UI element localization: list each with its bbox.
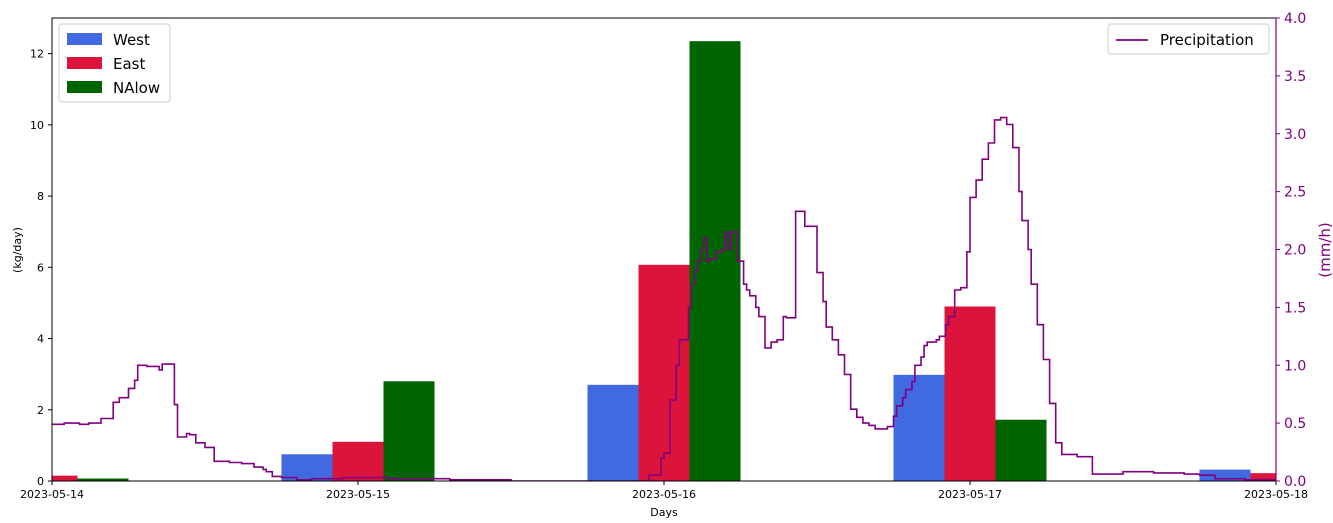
y-tick-label: 0 xyxy=(37,475,44,488)
legend-precipitation-label: Precipitation xyxy=(1160,31,1254,49)
y-tick-label: 4 xyxy=(37,333,44,346)
legend-nalow-label: NAlow xyxy=(113,79,160,97)
bar-east-2023-05-18 xyxy=(1250,473,1276,481)
y2-tick-label: 0.0 xyxy=(1284,474,1306,490)
x-axis-label: Days xyxy=(650,506,678,519)
y-tick-label: 10 xyxy=(30,119,44,132)
legend-bars: West East NAlow xyxy=(58,23,171,103)
bar-nalow-2023-05-15 xyxy=(383,381,435,481)
y2-tick-label: 2.5 xyxy=(1284,185,1306,201)
x-axis: 2023-05-14 2023-05-15 2023-05-16 2023-05-17… xyxy=(20,481,1308,501)
x-tick-label: 2023-05-15 xyxy=(326,488,390,501)
y-tick-label: 8 xyxy=(37,190,44,203)
bar-east-2023-05-17 xyxy=(944,306,996,481)
legend-line-frame xyxy=(1107,23,1270,55)
legend-nalow-swatch xyxy=(67,81,102,93)
y-axis-label: (kg/day) xyxy=(11,227,24,273)
x-tick-label: 2023-05-18 xyxy=(1244,488,1308,501)
y2-tick-label: 1.0 xyxy=(1284,358,1306,374)
precipitation-line xyxy=(52,116,1276,481)
y2-tick-label: 0.5 xyxy=(1284,416,1306,432)
bar-west-2023-05-18 xyxy=(1199,469,1251,481)
legend-east-label: East xyxy=(113,55,145,73)
x-tick-label: 2023-05-17 xyxy=(938,488,1002,501)
y2-tick-label: 3.5 xyxy=(1284,69,1306,85)
bar-nalow-2023-05-17 xyxy=(995,419,1047,481)
precipitation-line-layer xyxy=(52,116,1276,481)
x-tick-label: 2023-05-16 xyxy=(632,488,696,501)
x-tick-label: 2023-05-14 xyxy=(20,488,84,501)
y2-tick-label: 2.0 xyxy=(1284,243,1306,259)
y2-tick-label: 1.5 xyxy=(1284,300,1306,316)
y-tick-label: 12 xyxy=(30,48,44,61)
bar-east-2023-05-14 xyxy=(52,475,78,481)
bar-west-2023-05-15 xyxy=(281,454,333,481)
y2-tick-label: 3.0 xyxy=(1284,127,1306,143)
y2-tick-label: 4.0 xyxy=(1284,11,1306,27)
bar-nalow-2023-05-14 xyxy=(77,478,129,481)
bar-west-2023-05-17 xyxy=(893,374,945,481)
bar-west-2023-05-16 xyxy=(587,384,639,481)
y2-axis-label: (mm/h) xyxy=(1316,222,1333,278)
bars-layer xyxy=(52,41,1276,481)
legend-west-label: West xyxy=(113,31,150,49)
legend-line: Precipitation xyxy=(1107,23,1270,55)
y-tick-label: 6 xyxy=(37,261,44,274)
y-tick-label: 2 xyxy=(37,404,44,417)
y-axis-left: 0 2 4 6 8 10 12 xyxy=(30,48,52,488)
bar-east-2023-05-16 xyxy=(638,264,690,481)
bar-east-2023-05-15 xyxy=(332,441,384,481)
legend-east-swatch xyxy=(67,57,102,69)
y-axis-right: 0.0 0.5 1.0 1.5 2.0 2.5 3.0 3.5 4.0 xyxy=(1275,11,1306,490)
legend-west-swatch xyxy=(67,33,102,45)
